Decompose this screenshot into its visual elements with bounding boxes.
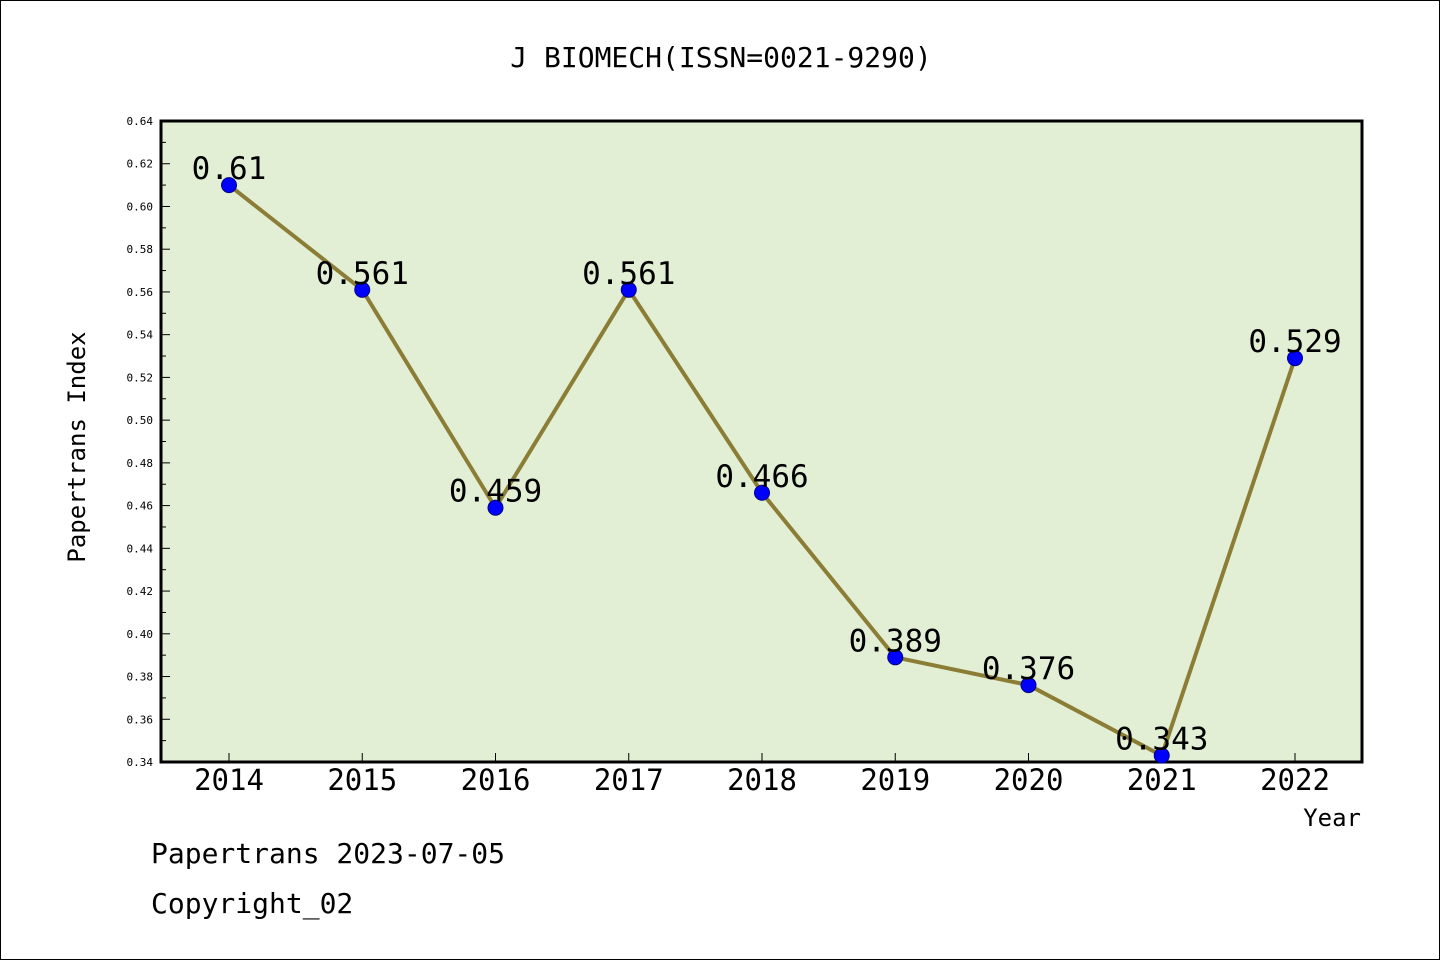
data-labels: 0.61 0.561 0.459 0.561 0.466 0.389 0.376 0.343 0… [192, 151, 1342, 757]
y-tick-label: 0.62 [127, 158, 154, 171]
data-point-marker [754, 484, 770, 501]
y-tick-label: 0.42 [127, 585, 154, 598]
y-tick-label: 0.40 [127, 628, 154, 641]
x-tick-label: 2019 [860, 763, 930, 797]
data-point-marker [487, 499, 504, 516]
data-point-marker [1153, 747, 1170, 764]
data-point-marker [221, 177, 237, 194]
plot-border [159, 119, 1364, 764]
data-label: 0.561 [582, 256, 675, 292]
data-label: 0.529 [1248, 324, 1341, 360]
data-point-marker [887, 649, 904, 666]
x-tick-label: 2016 [461, 763, 531, 797]
y-tick-label: 0.48 [127, 457, 154, 470]
x-tick-label: 2021 [1127, 763, 1197, 797]
y-tick-label: 0.56 [127, 286, 154, 299]
y-tick-label: 0.52 [127, 371, 154, 384]
data-label: 0.343 [1115, 722, 1208, 758]
data-point-marker [354, 281, 371, 298]
y-tick-label: 0.46 [127, 500, 154, 513]
data-point-marker [1287, 350, 1303, 367]
data-label: 0.389 [849, 623, 942, 659]
data-point-marker [620, 281, 637, 298]
y-tick-label: 0.54 [127, 329, 154, 342]
source-date-text: Papertrans 2023-07-05 [151, 837, 506, 870]
plot-area [161, 121, 1362, 762]
data-label: 0.376 [982, 651, 1075, 687]
y-tick-label: 0.58 [127, 243, 154, 256]
data-label: 0.466 [715, 459, 808, 495]
x-tick-label: 2022 [1260, 763, 1330, 797]
x-tick-label: 2015 [327, 763, 397, 797]
data-label: 0.561 [316, 256, 409, 292]
data-point-marker [1020, 677, 1037, 694]
y-tick-label: 0.38 [127, 671, 154, 684]
y-tick-label: 0.64 [127, 115, 154, 128]
x-axis-label: Year [1303, 804, 1361, 832]
x-tick-label: 2014 [194, 763, 264, 797]
y-axis-label: Papertrans Index [63, 331, 91, 562]
y-tick-label: 0.44 [127, 542, 154, 555]
data-label: 0.61 [192, 151, 267, 187]
y-tick-label: 0.50 [127, 414, 154, 427]
series-markers [221, 177, 1303, 764]
chart-title: J BIOMECH(ISSN=0021-9290) [510, 41, 931, 74]
x-tick-label: 2020 [994, 763, 1064, 797]
y-tick-label: 0.34 [127, 756, 154, 769]
x-axis-tick-labels: 2014 2015 2016 2017 2018 2019 2020 2021 2022 [194, 763, 1330, 797]
y-tick-label: 0.60 [127, 200, 154, 213]
data-label: 0.459 [449, 474, 542, 510]
copyright-text: Copyright_02 [151, 887, 354, 920]
x-tick-label: 2018 [727, 763, 797, 797]
x-tick-label: 2017 [594, 763, 664, 797]
y-tick-label: 0.36 [127, 713, 154, 726]
y-axis-tick-labels: 0.34 0.36 0.38 0.40 0.42 0.44 0.46 0.48 0.50 0.52… [127, 115, 154, 769]
